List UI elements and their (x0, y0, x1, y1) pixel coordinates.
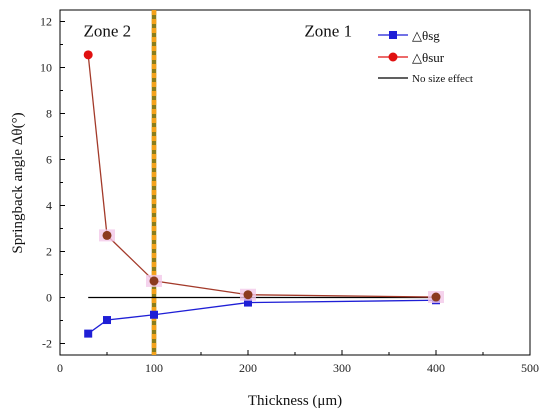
y-tick-label: -2 (42, 337, 52, 351)
x-tick-label: 0 (57, 361, 63, 375)
x-tick-label: 100 (145, 361, 163, 375)
y-tick-label: 6 (46, 153, 52, 167)
series-sg-point (150, 310, 158, 319)
series-sg-line (87, 299, 437, 335)
series-sur-line (87, 54, 437, 298)
x-tick-label: 500 (521, 361, 539, 375)
series-layer (83, 50, 444, 338)
series-sur-point (243, 290, 253, 300)
series-sur-point (83, 50, 93, 60)
x-tick-label: 200 (239, 361, 257, 375)
x-tick-label: 400 (427, 361, 445, 375)
y-tick-label: 0 (46, 291, 52, 305)
plot-area-frame (59, 9, 531, 356)
series-sg-point (244, 298, 252, 307)
zone-2-annotation: Zone 2 (84, 22, 132, 41)
series-sg-point (84, 329, 93, 338)
legend-sg-label: △θsg (412, 28, 440, 43)
y-tick-label: 2 (46, 245, 52, 259)
series-sur-point (102, 230, 112, 240)
y-tick-label: 12 (40, 15, 52, 29)
y-axis-label: Springback angle Δθ(°) (10, 112, 26, 253)
legend-sur-marker (388, 52, 398, 62)
series-sg-point (103, 316, 111, 325)
x-axis-ticks: 0 100 200 300 400 500 (57, 350, 539, 375)
x-tick-label: 300 (333, 361, 351, 375)
series-sur-point (149, 276, 159, 286)
y-tick-label: 4 (46, 199, 52, 213)
legend: △θsg △θsur No size effect (378, 28, 473, 85)
legend-baseline-label: No size effect (412, 73, 473, 85)
y-tick-label: 10 (40, 61, 52, 75)
zone-1-annotation: Zone 1 (304, 22, 352, 41)
legend-sur-label: △θsur (412, 50, 445, 65)
y-tick-label: 8 (46, 107, 52, 121)
legend-sg-marker (389, 31, 397, 39)
series-sur-point (431, 292, 441, 302)
y-axis-ticks: -2 0 2 4 6 8 10 12 (40, 15, 65, 351)
x-axis-label: Thickness (μm) (248, 393, 342, 409)
